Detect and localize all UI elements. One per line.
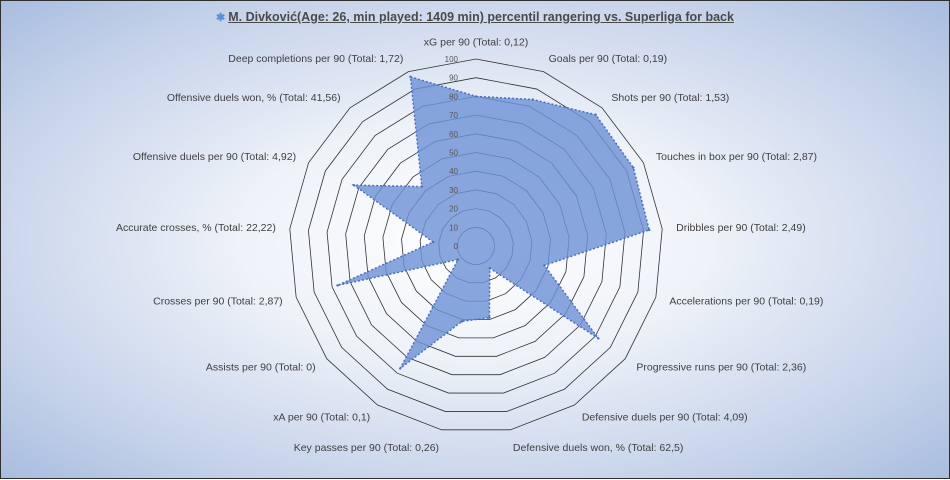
category-label: xG per 90 (Total: 0,12) — [424, 37, 528, 49]
axis-tick-label: 50 — [449, 149, 458, 158]
category-label: Assists per 90 (Total: 0) — [206, 362, 316, 374]
data-point — [409, 75, 412, 79]
category-label: Offensive duels won, % (Total: 41,56) — [167, 92, 341, 104]
axis-tick-label: 20 — [449, 205, 458, 214]
chart-title-text: M. Divković(Age: 26, min played: 1409 mi… — [228, 10, 734, 24]
chart-title: ✱ M. Divković(Age: 26, min played: 1409 m… — [1, 10, 949, 24]
axis-tick-label: 10 — [449, 223, 458, 232]
data-point — [488, 267, 491, 270]
grid-ring — [289, 58, 663, 431]
axis-tick-label: 100 — [445, 55, 459, 64]
data-point — [431, 240, 435, 244]
category-label: Progressive runs per 90 (Total: 2,36) — [636, 362, 806, 374]
category-label: Defensive duels won, % (Total: 62,5) — [513, 442, 683, 454]
data-point — [597, 337, 600, 340]
data-point — [352, 183, 356, 187]
category-label: Accelerations per 90 (Total: 0,19) — [669, 296, 823, 308]
data-series-area — [337, 75, 651, 370]
category-label: Shots per 90 (Total: 1,53) — [611, 92, 729, 104]
axis-tick-label: 70 — [449, 111, 458, 120]
data-point — [488, 316, 491, 319]
category-label: Goals per 90 (Total: 0,19) — [549, 53, 667, 65]
category-label: Offensive duels per 90 (Total: 4,92) — [133, 151, 296, 163]
axis-tick-label: 60 — [449, 130, 458, 139]
axis-tick-label: 0 — [454, 242, 459, 251]
data-point — [474, 95, 478, 98]
flag-icon: ✱ — [216, 12, 226, 24]
category-label: xA per 90 (Total: 0,1) — [273, 411, 370, 423]
axis-tick-label: 30 — [449, 186, 458, 195]
axis-tick-label: 80 — [449, 92, 458, 101]
category-label: Touches in box per 90 (Total: 2,87) — [656, 151, 817, 163]
data-point — [398, 367, 402, 370]
category-label: Dribbles per 90 (Total: 2,49) — [676, 222, 806, 234]
data-point — [531, 98, 534, 101]
axis-tick-label: 90 — [449, 74, 458, 83]
axis-tick-label: 40 — [449, 167, 458, 176]
category-label: Accurate crosses, % (Total: 22,22) — [116, 222, 276, 234]
data-point — [336, 284, 339, 287]
data-point — [647, 228, 651, 232]
data-point — [420, 185, 424, 188]
category-label: Crosses per 90 (Total: 2,87) — [153, 296, 283, 308]
data-point — [460, 320, 464, 323]
category-label: Key passes per 90 (Total: 0,26) — [294, 442, 439, 454]
data-point — [456, 258, 460, 261]
category-label: Defensive duels per 90 (Total: 4,09) — [582, 411, 748, 423]
data-point — [594, 113, 597, 116]
data-point — [632, 166, 635, 169]
category-label: Deep completions per 90 (Total: 1,72) — [228, 53, 403, 65]
data-point — [543, 264, 546, 267]
